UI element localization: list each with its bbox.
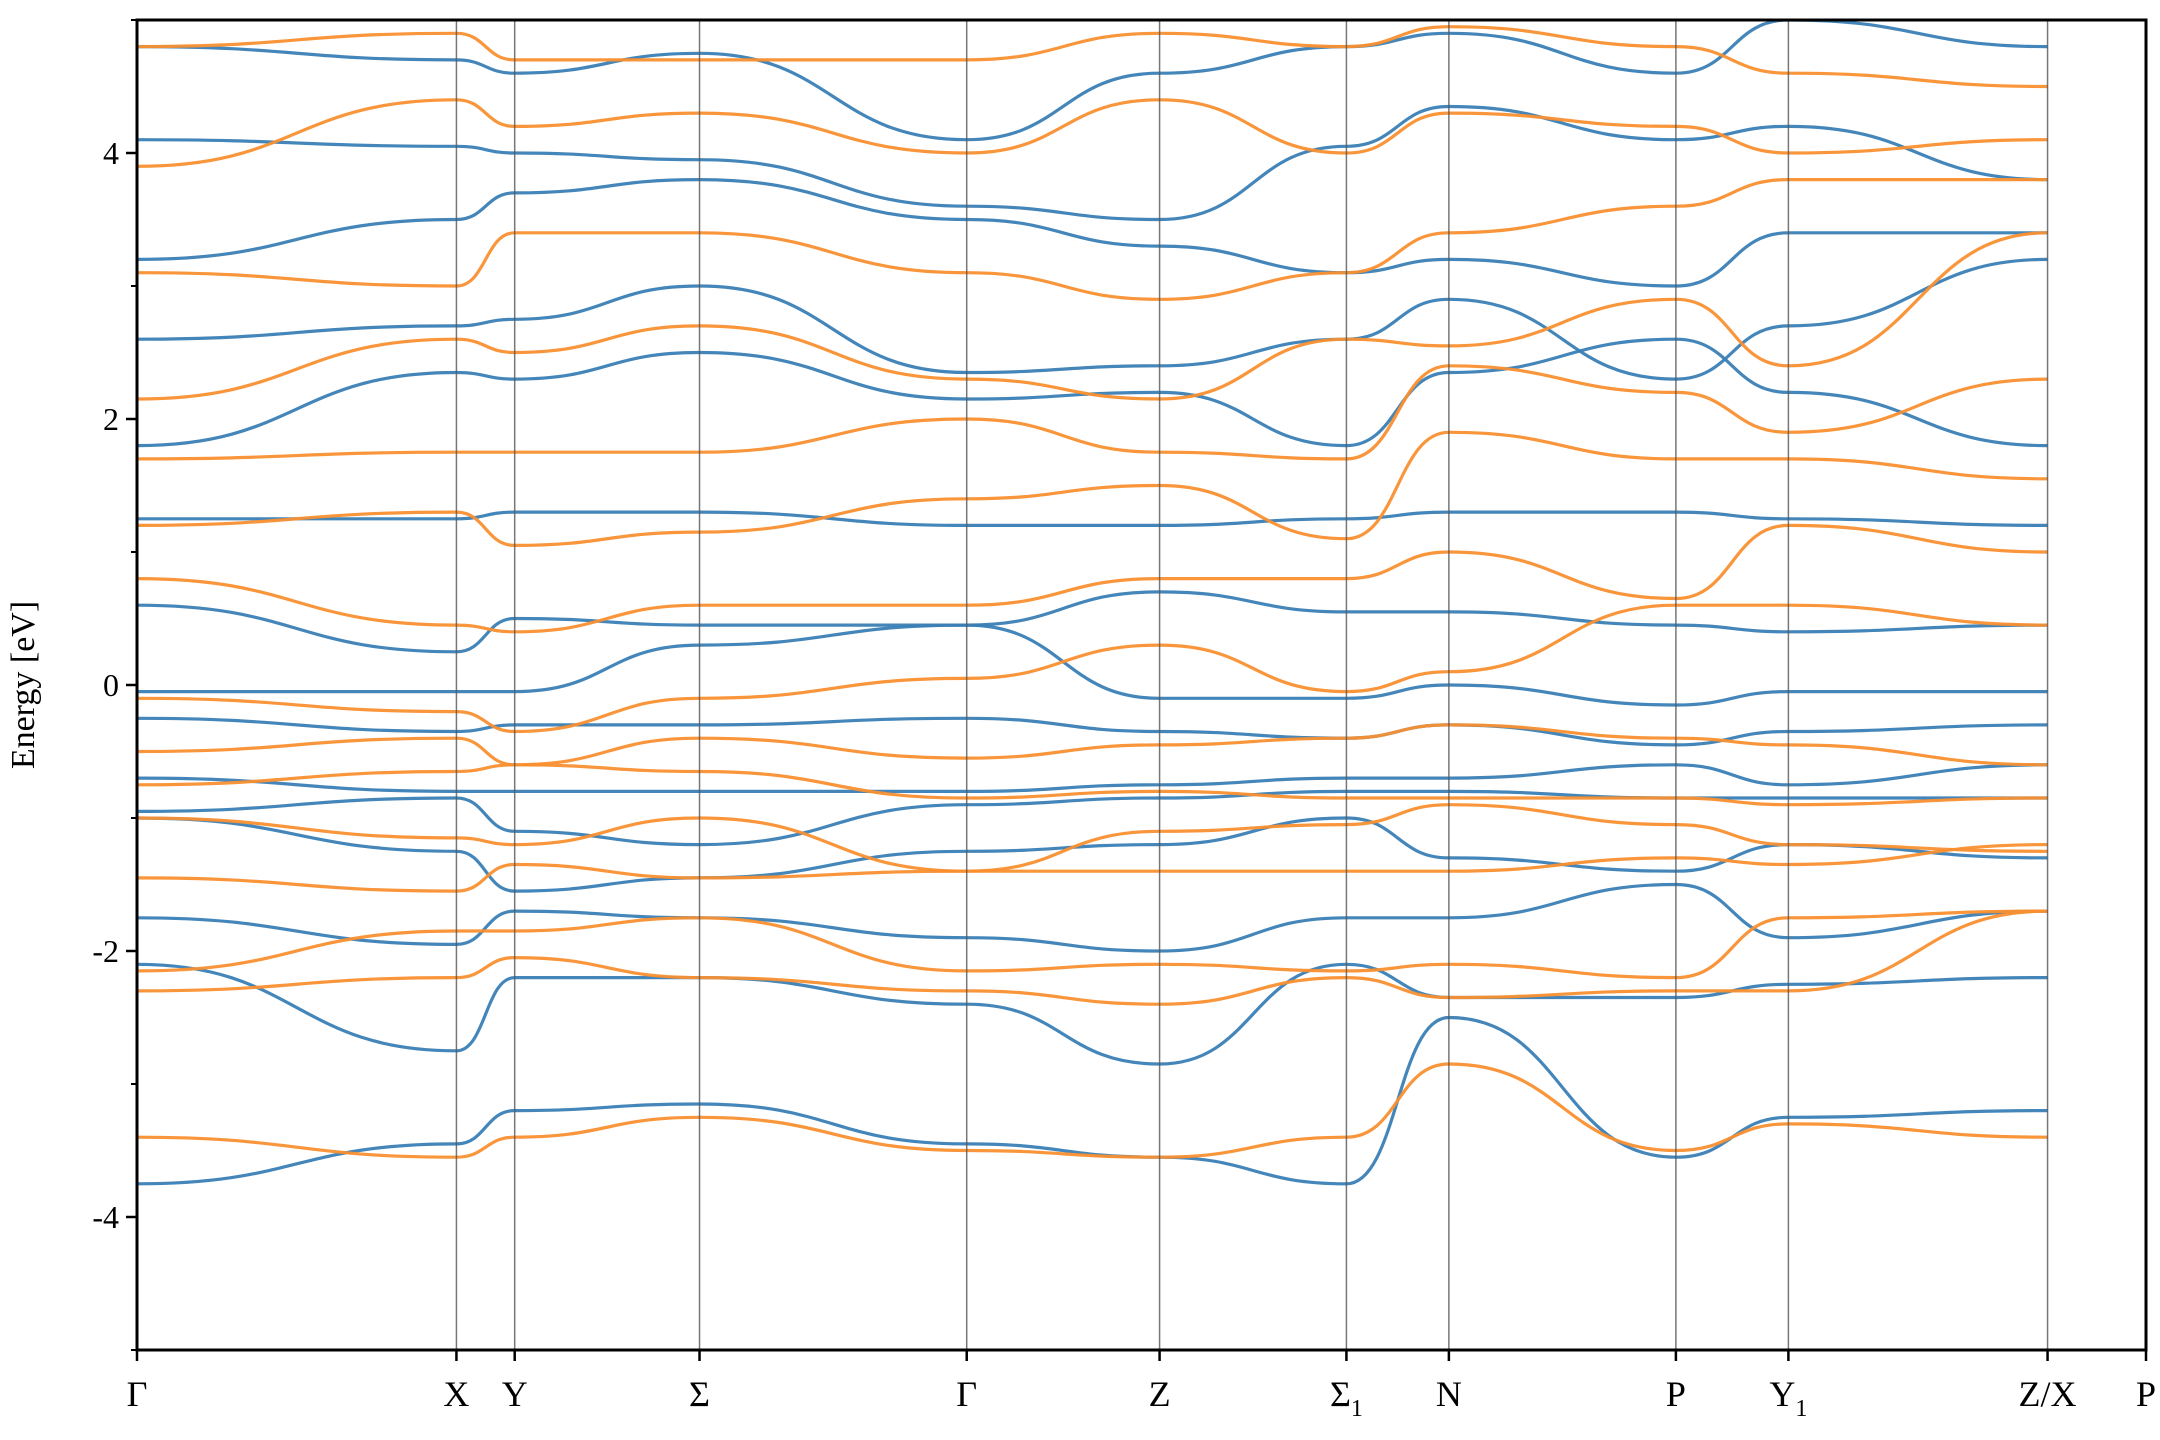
band-line-series-1-12 (137, 257, 2048, 381)
x-tick-label: Γ (127, 1374, 148, 1414)
band-line-series-2-9 (137, 523, 2048, 634)
y-tick-label: 2 (103, 401, 119, 437)
band-line-series-1-15 (137, 20, 2048, 142)
x-tick-label: Z (1149, 1374, 1171, 1414)
x-tick-label: P (2136, 1374, 2156, 1414)
x-tick-label: Y (502, 1374, 528, 1414)
y-tick-label: 0 (103, 667, 119, 703)
band-line-series-1-3 (137, 882, 2048, 953)
band-line-series-1-2 (137, 962, 2048, 1066)
band-line-series-2-11 (137, 364, 2048, 461)
x-tick-label: Y1 (1769, 1374, 1807, 1422)
band-line-series-1-10 (137, 510, 2048, 527)
band-line-series-2-6 (137, 763, 2048, 807)
band-line-series-2-4 (137, 843, 2048, 893)
band-line-series-1-1 (137, 1015, 2048, 1186)
band-line-series-1-7 (137, 716, 2048, 747)
band-line-series-2-10 (137, 430, 2048, 547)
x-ticks-layer: Γ X Y Σ Γ Z Σ1 N P Y1 Z/X P (127, 1350, 2156, 1422)
high-symmetry-lines-layer (455, 20, 2049, 1350)
y-ticks-layer: -4 -2 0 2 4 (92, 19, 137, 1351)
band-line-series-1-4 (137, 816, 2048, 893)
x-tick-label: Z/X (2019, 1374, 2077, 1414)
band-line-series-2-15 (137, 25, 2048, 89)
band-line-series-1-8 (137, 623, 2048, 707)
band-line-series-1-9 (137, 590, 2048, 654)
band-line-series-2-14 (137, 98, 2048, 168)
band-lines-layer (137, 20, 2048, 1186)
x-tick-label: P (1666, 1374, 1686, 1414)
band-line-series-2-3 (137, 909, 2048, 980)
y-tick-label: -2 (92, 933, 119, 969)
x-tick-label: Γ (956, 1374, 977, 1414)
band-line-series-2-5 (137, 803, 2048, 873)
band-line-series-2-13 (137, 166, 2048, 299)
x-tick-label: Σ1 (1330, 1374, 1363, 1422)
band-line-series-1-6 (137, 758, 2048, 791)
y-tick-label: -4 (92, 1199, 119, 1235)
x-tick-label: X (443, 1374, 469, 1414)
y-axis-label: Energy [eV] (5, 601, 42, 769)
y-tick-label: 4 (103, 135, 119, 171)
band-line-series-1-14 (137, 104, 2048, 222)
x-tick-label: N (1436, 1374, 1462, 1414)
x-tick-label: Σ (689, 1374, 710, 1414)
band-line-series-2-7 (137, 723, 2048, 767)
band-line-series-1-13 (137, 178, 2048, 288)
